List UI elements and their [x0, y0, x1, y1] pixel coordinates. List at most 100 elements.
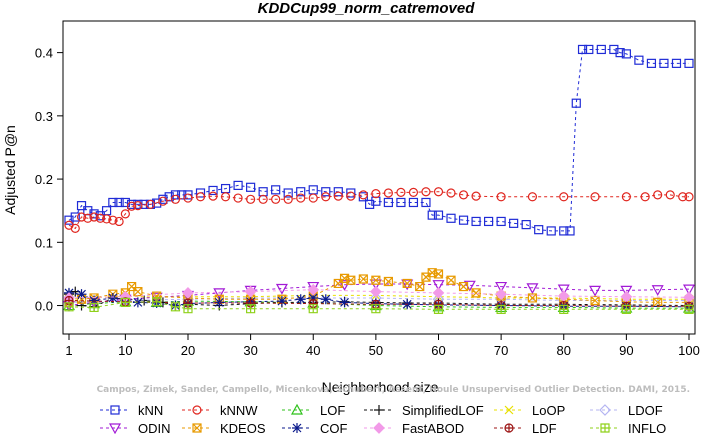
marker-triangle-down: [651, 285, 664, 296]
marker-square: [615, 48, 625, 58]
legend-label: INFLO: [628, 421, 666, 434]
marker-square-cross: [170, 302, 181, 312]
legend-label: LDOF: [628, 403, 663, 418]
marker-circle: [296, 193, 306, 203]
marker-square-cross: [433, 304, 444, 314]
marker-circle: [70, 223, 80, 234]
marker-square: [283, 188, 293, 198]
legend-label: LoOP: [532, 403, 565, 418]
marker-triangle-down: [275, 283, 288, 295]
marker-square: [183, 190, 193, 200]
marker-circle: [183, 193, 193, 203]
marker-square-cross: [600, 423, 610, 433]
y-tick-label: 0.4: [35, 46, 53, 61]
legend-item-simplifiedlof: SimplifiedLOF: [364, 403, 484, 418]
marker-asterisk: [292, 423, 302, 433]
marker-square-x: [446, 275, 456, 285]
marker-circle: [421, 187, 431, 197]
marker-circle: [321, 192, 331, 202]
marker-triangle-up: [290, 403, 304, 415]
x-tick-label: 30: [243, 343, 257, 358]
marker-circle: [195, 192, 206, 202]
marker-square: [114, 197, 124, 208]
marker-square: [139, 199, 149, 209]
marker-triangle-down: [620, 285, 633, 297]
marker-square: [546, 226, 556, 236]
marker-circle: [108, 215, 118, 225]
marker-square: [634, 55, 644, 65]
marker-square: [427, 210, 437, 220]
legend-item-knnw: kNNW: [182, 403, 258, 418]
marker-triangle-down: [108, 423, 122, 434]
marker-square: [346, 188, 356, 198]
legend-label: ODIN: [138, 421, 171, 434]
marker-triangle-down: [589, 285, 602, 297]
legend-item-odin: ODIN: [100, 421, 171, 434]
marker-square-x: [358, 274, 368, 284]
marker-asterisk: [76, 289, 87, 300]
marker-circle: [233, 193, 243, 203]
legend-label: kNN: [138, 403, 163, 418]
marker-square-cross: [120, 297, 130, 307]
marker-triangle-down: [401, 279, 414, 291]
marker-asterisk: [339, 297, 350, 308]
marker-square: [396, 197, 406, 208]
marker-square-x: [590, 295, 600, 306]
series-fastabod: [63, 283, 695, 304]
plot-frame: [62, 20, 696, 335]
marker-square: [646, 58, 657, 68]
marker-square: [233, 180, 243, 191]
marker-circle: [76, 212, 87, 222]
series-inflo: [64, 297, 694, 314]
legend-item-ldof: LDOF: [590, 403, 663, 418]
marker-circle: [158, 196, 168, 206]
x-tick-label: 100: [678, 343, 700, 358]
legend-label: FastABOD: [402, 421, 464, 434]
marker-circle: [559, 192, 569, 202]
legend-label: LOF: [320, 403, 345, 418]
marker-square-x: [346, 275, 356, 285]
legend-item-loop: LoOP: [494, 403, 565, 418]
marker-square-x: [402, 278, 412, 289]
marker-diamond-filled: [182, 287, 194, 299]
marker-circle: [371, 189, 381, 199]
series-line: [68, 297, 689, 303]
marker-square-cross: [684, 304, 694, 314]
marker-square: [70, 212, 80, 222]
marker-square: [321, 187, 331, 197]
marker-square: [509, 218, 519, 228]
marker-circle: [346, 191, 356, 201]
series-line: [68, 301, 689, 310]
marker-asterisk: [320, 294, 331, 305]
x-tick-label: 60: [431, 343, 445, 358]
chart-title: KDDCup99_norm_catremoved: [258, 0, 476, 17]
marker-circle: [590, 192, 600, 202]
legend-label: COF: [320, 421, 348, 434]
x-tick-label: 70: [494, 343, 508, 358]
marker-diamond-filled: [373, 422, 385, 434]
marker-square: [483, 216, 494, 227]
y-tick-label: 0.3: [35, 109, 53, 124]
marker-square: [671, 58, 682, 68]
marker-asterisk: [214, 297, 225, 308]
marker-circle: [358, 190, 368, 200]
marker-circle: [383, 188, 393, 198]
marker-asterisk: [89, 295, 100, 306]
legend-item-inflo: INFLO: [590, 421, 666, 434]
legend: kNN kNNW LOF SimplifiedLOF LoOP LDOF ODIN KDEOS…: [100, 403, 666, 434]
marker-asterisk: [107, 292, 118, 303]
marker-circle: [446, 188, 456, 198]
marker-circle: [83, 213, 93, 223]
marker-diamond: [599, 404, 611, 416]
marker-circle-plus: [504, 423, 514, 433]
axis-ticks: 1 10 20 30 40 50 60 70 80 90 100 0.0 0.1 0.2 0.3 0.4: [35, 46, 700, 358]
marker-square: [596, 44, 606, 55]
marker-diamond-filled: [307, 283, 320, 296]
marker-square-cross: [64, 302, 74, 312]
marker-circle: [89, 212, 99, 222]
marker-circle: [170, 194, 181, 204]
marker-square-x: [527, 293, 538, 303]
legend-label: KDEOS: [220, 421, 266, 434]
marker-circle: [271, 194, 281, 204]
marker-square: [621, 49, 631, 59]
